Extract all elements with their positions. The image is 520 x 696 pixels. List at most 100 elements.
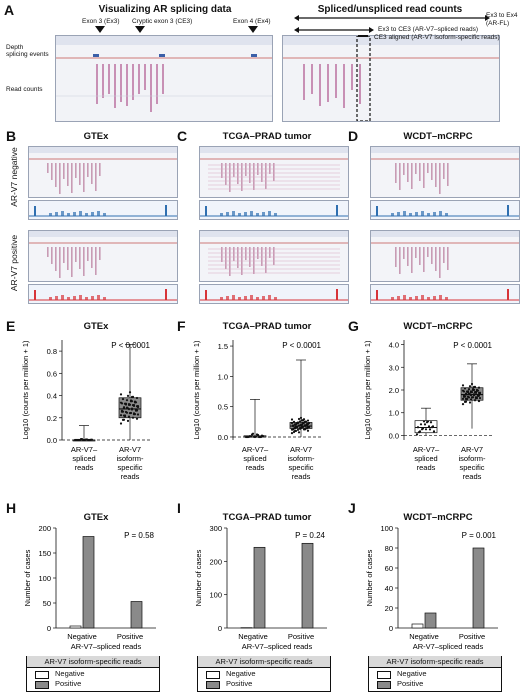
data-point	[127, 408, 131, 411]
x-group-label: spliced	[72, 454, 95, 463]
data-point	[251, 432, 255, 435]
x-group-label: reads	[246, 463, 265, 472]
data-point	[429, 421, 433, 424]
ex3-ce3-label: Ex3 to CE3 (AR-V7–spliced reads)	[378, 26, 479, 33]
data-point	[469, 398, 473, 401]
boxplot-e: 0.0 0.2 0.4 0.6 0.8 P < 0.0001 Log10 (counts p…	[21, 340, 152, 481]
data-point	[293, 429, 297, 433]
y-axis-label: Log10 (counts per million + 1)	[363, 340, 372, 440]
data-point	[133, 412, 137, 416]
data-point	[298, 420, 302, 423]
y-tick-label: 100	[209, 591, 222, 600]
bar-positive	[472, 547, 485, 629]
p-value: P = 0.58	[124, 531, 154, 540]
data-point	[417, 431, 421, 434]
y-tick-label: 100	[38, 574, 51, 583]
panel-title-e: GTEx	[83, 321, 109, 332]
exon4-marker	[248, 26, 258, 33]
data-point	[478, 396, 482, 400]
data-point	[292, 427, 296, 430]
data-point	[471, 396, 475, 399]
bar-positive	[253, 546, 266, 629]
data-point	[136, 405, 140, 408]
igv-b-negative	[28, 146, 178, 198]
data-point	[136, 413, 140, 416]
data-point	[261, 435, 265, 438]
data-point	[470, 382, 474, 386]
data-point	[293, 423, 297, 426]
y-tick-label: 0.2	[47, 414, 57, 423]
y-tick-label: 0	[218, 624, 222, 633]
data-point	[470, 391, 474, 394]
y-tick-label: 0	[47, 624, 51, 633]
x-group-label: AR-V7	[290, 445, 312, 454]
data-point	[254, 435, 258, 438]
ce3-marker	[135, 26, 145, 33]
coverage-plot-c-negative	[200, 205, 348, 217]
x-category-label: Negative	[238, 632, 268, 641]
data-point	[131, 395, 135, 398]
y-axis-label: Number of cases	[365, 549, 374, 606]
y-tick-label: 4.0	[389, 341, 399, 350]
data-point	[259, 435, 263, 439]
y-tick-label: 200	[38, 524, 51, 533]
data-point	[465, 397, 469, 400]
data-point	[469, 394, 473, 397]
data-point	[132, 403, 136, 407]
data-point	[478, 391, 482, 394]
data-point	[472, 388, 476, 391]
data-point	[78, 438, 82, 442]
panel-a-left-title: Visualizing AR splicing data	[98, 4, 232, 15]
panel-title-i: TCGA–PRAD tumor	[222, 512, 312, 523]
panel-title-g: WCDT–mCRPC	[403, 321, 473, 332]
panel-letter-j: J	[348, 500, 356, 516]
y-tick-label: 100	[380, 524, 393, 533]
data-point	[121, 397, 125, 401]
legend-label-negative: Negative	[55, 669, 85, 678]
read-type-arrows	[294, 15, 490, 37]
data-point	[120, 402, 124, 405]
x-axis-label: AR-V7–spliced reads	[71, 642, 142, 651]
panel-a-letter: A	[4, 2, 15, 18]
data-point	[290, 418, 294, 421]
data-point	[125, 411, 129, 414]
coverage-plot-b-negative	[29, 205, 177, 217]
exon3-marker	[95, 26, 105, 33]
data-point	[477, 399, 481, 403]
data-point	[256, 433, 260, 437]
x-group-label: reads	[121, 472, 140, 481]
y-tick-label: 0.8	[47, 347, 57, 356]
data-point	[302, 418, 306, 421]
x-group-label: reads	[75, 463, 94, 472]
y-tick-label: 1.0	[389, 409, 399, 418]
data-point	[473, 385, 477, 388]
x-category-label: Positive	[117, 632, 143, 641]
data-point	[297, 417, 301, 421]
data-point	[477, 386, 481, 389]
data-point	[467, 388, 471, 391]
data-point	[477, 394, 481, 397]
data-point	[125, 399, 129, 402]
y-tick-label: 300	[209, 524, 222, 533]
panel-letter-c: C	[177, 128, 188, 144]
igv-reads-d-positive	[371, 231, 519, 278]
igv-c-negative	[199, 146, 349, 198]
legend-label-positive: Positive	[226, 679, 253, 688]
data-point	[295, 422, 299, 425]
barchart-j: 0 20 40 60 80 100 P = 0.001 Number of cases Nega…	[365, 524, 498, 651]
x-group-label: isoform-	[458, 454, 486, 463]
data-point	[302, 428, 306, 431]
x-group-label: spliced	[414, 454, 437, 463]
y-axis-label: Log10 (counts per million + 1)	[21, 340, 30, 440]
panel-title-f: TCGA–PRAD tumor	[222, 321, 312, 332]
x-axis-label: AR-V7–spliced reads	[413, 642, 484, 651]
bar-negative	[69, 625, 82, 629]
data-point	[461, 397, 465, 400]
data-point	[119, 414, 123, 417]
x-group-label: AR-V7–	[242, 445, 269, 454]
exon-markers	[95, 26, 258, 33]
igv-b-positive	[28, 230, 178, 282]
splicing-events-label: splicing events	[6, 51, 49, 58]
x-group-label: specific	[459, 463, 484, 472]
y-tick-label: 0.4	[47, 392, 57, 401]
